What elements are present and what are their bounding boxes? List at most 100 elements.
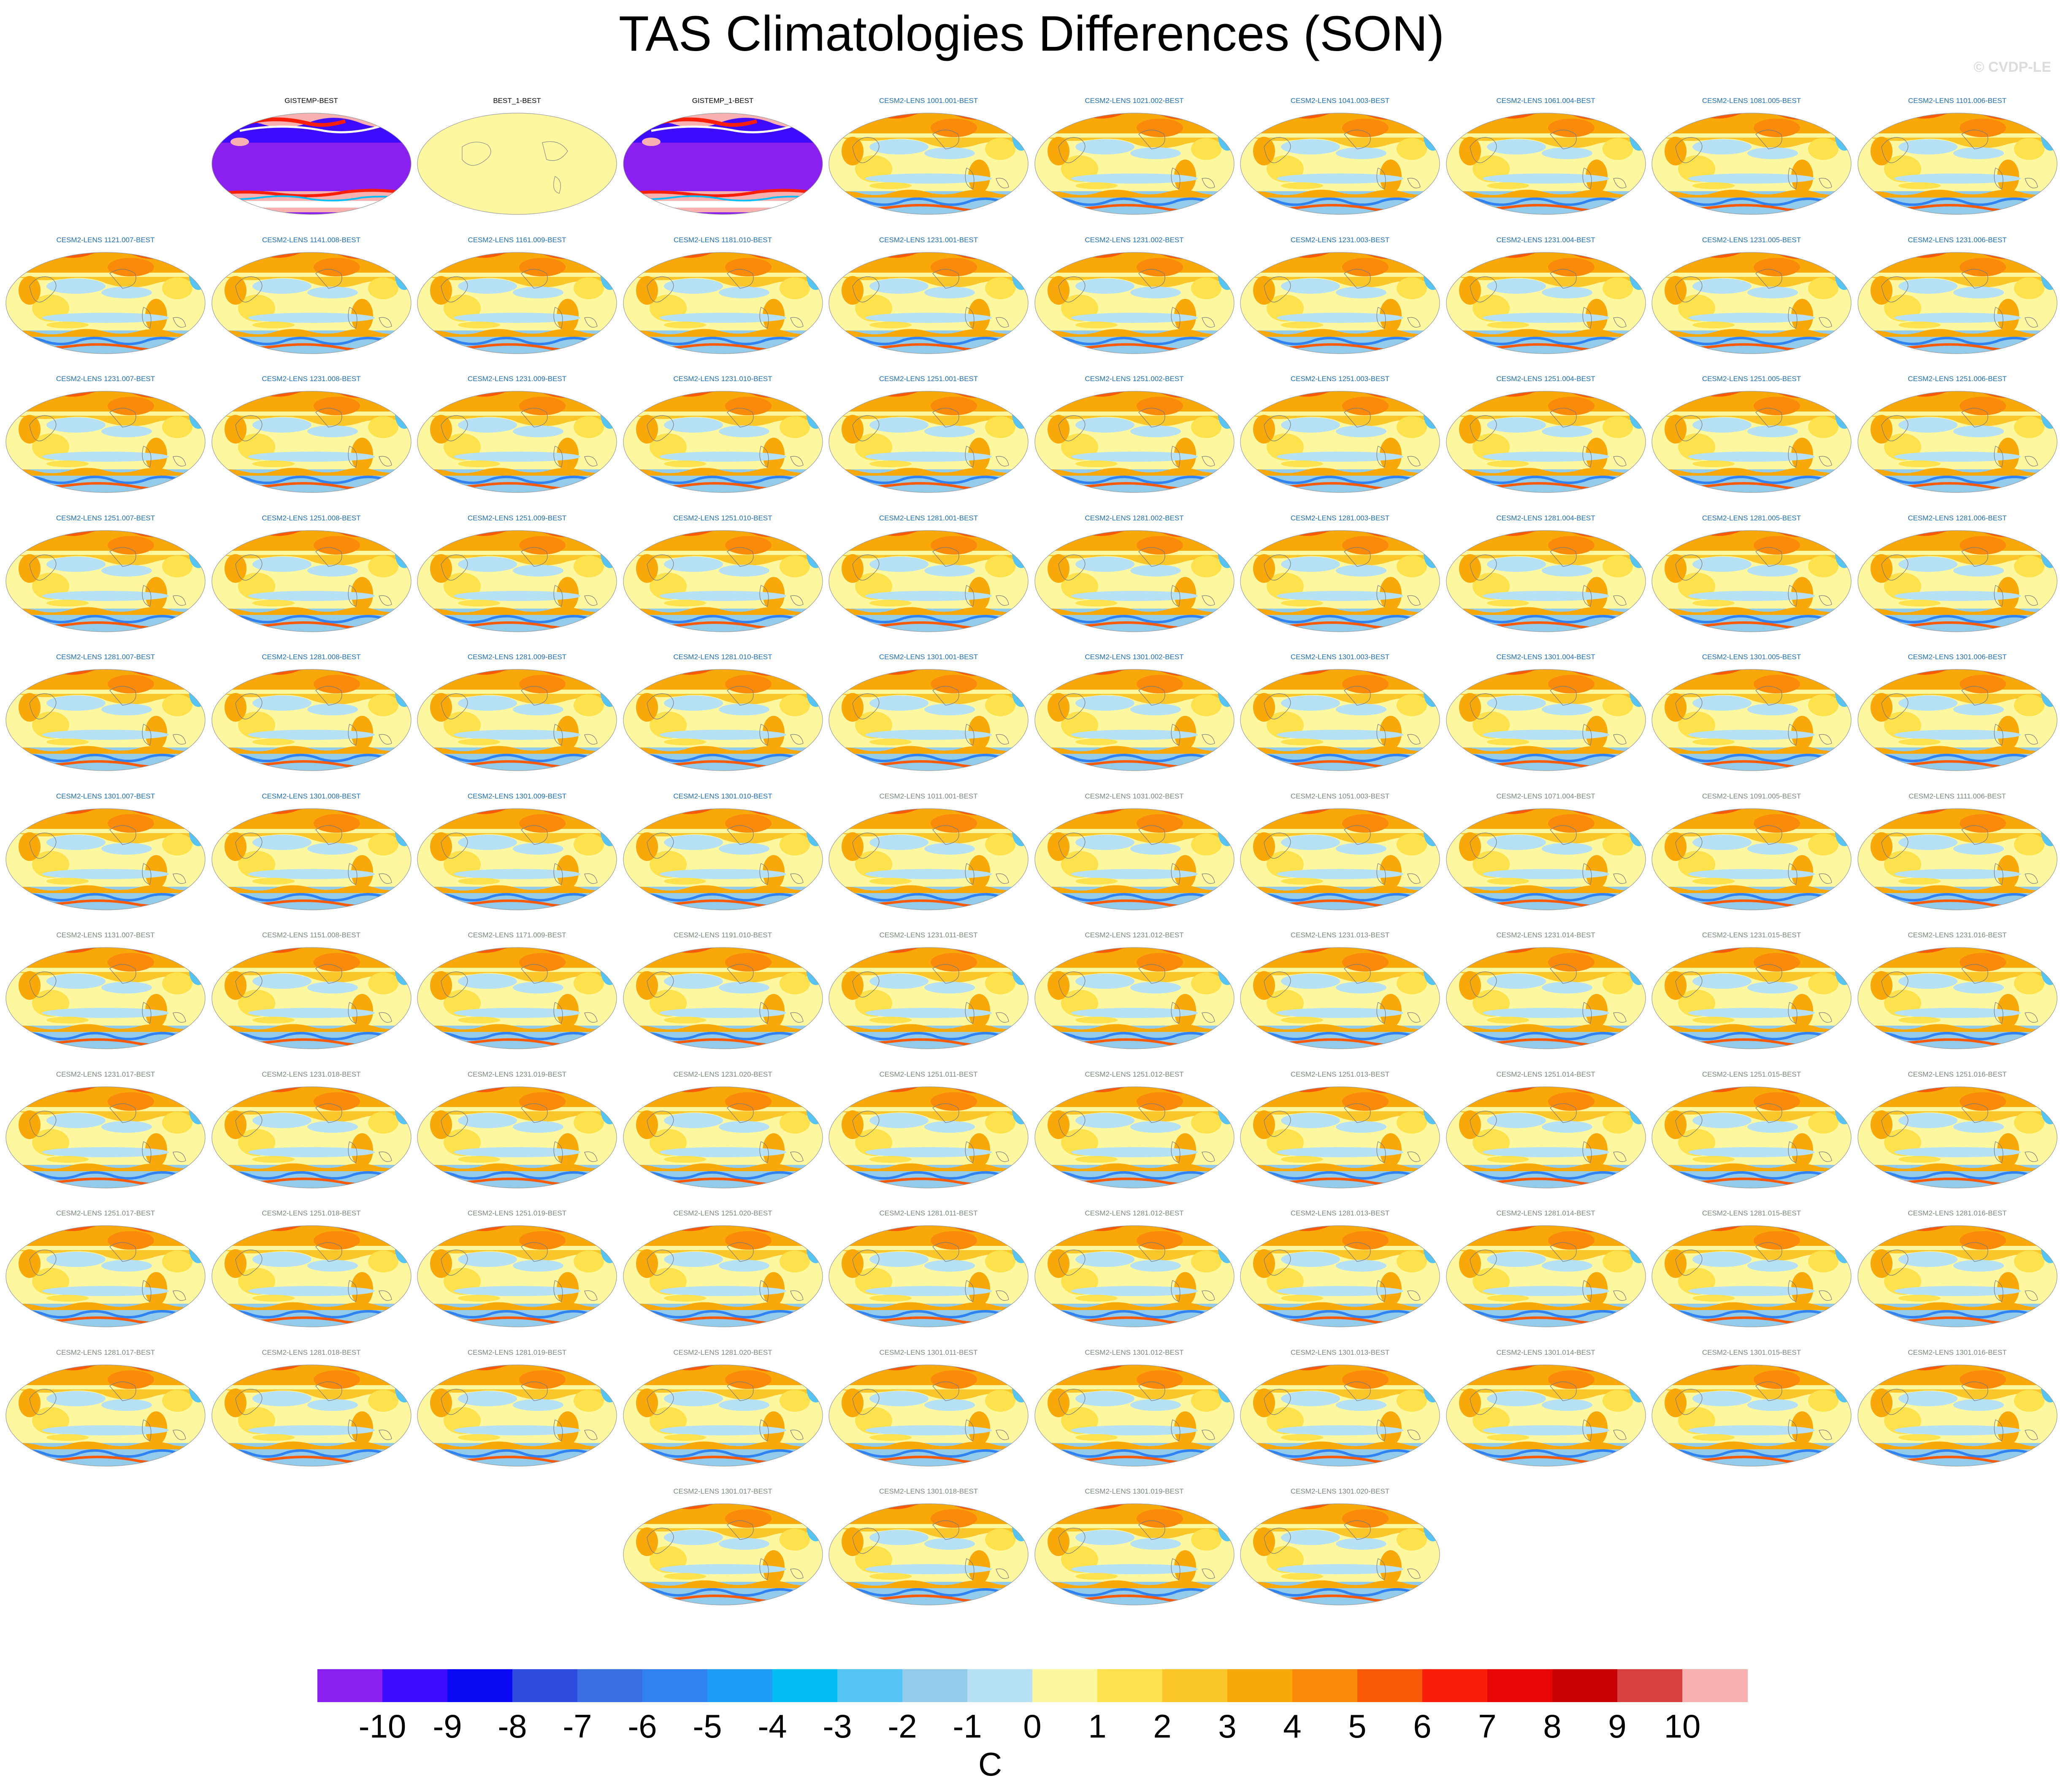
map-panel-title: CESM2-LENS 1301.017-BEST [673, 1487, 772, 1495]
map-panel-title: CESM2-LENS 1301.007-BEST [56, 792, 155, 800]
map-plot [417, 669, 617, 771]
map-panel: CESM2-LENS 1281.012-BEST [1033, 1209, 1236, 1331]
map-plot [417, 947, 617, 1049]
map-plot [211, 1364, 412, 1467]
map-panel: CESM2-LENS 1301.018-BEST [827, 1487, 1030, 1609]
map-panel: CESM2-LENS 1281.006-BEST [1856, 514, 2059, 636]
map-panel-title: CESM2-LENS 1281.008-BEST [262, 653, 361, 661]
map-panel-title: CESM2-LENS 1281.016-BEST [1908, 1209, 2007, 1217]
colorbar-tick-label: -10 [358, 1708, 406, 1745]
colorbar-box [1617, 1669, 1683, 1702]
map-panel: CESM2-LENS 1301.013-BEST [1239, 1348, 1441, 1470]
map-panel: CESM2-LENS 1001.001-BEST [827, 96, 1030, 219]
map-panel: CESM2-LENS 1281.004-BEST [1445, 514, 1647, 636]
map-panel: CESM2-LENS 1281.002-BEST [1033, 514, 1236, 636]
map-panel: CESM2-LENS 1301.011-BEST [827, 1348, 1030, 1470]
map-panel-title: CESM2-LENS 1281.002-BEST [1085, 514, 1184, 522]
map-panel-title: GISTEMP-BEST [284, 97, 338, 105]
map-panel: CESM2-LENS 1021.002-BEST [1033, 96, 1236, 219]
map-panel: CESM2-LENS 1031.002-BEST [1033, 792, 1236, 914]
map-panel-title: CESM2-LENS 1231.010-BEST [673, 375, 772, 383]
map-plot [211, 1225, 412, 1327]
map-panel: CESM2-LENS 1251.013-BEST [1239, 1070, 1441, 1192]
map-panel-title: CESM2-LENS 1121.007-BEST [56, 236, 155, 244]
map-panel-title: CESM2-LENS 1301.019-BEST [1085, 1487, 1184, 1495]
map-plot [417, 1364, 617, 1467]
map-panel-title: CESM2-LENS 1281.009-BEST [467, 653, 567, 661]
map-panel: CESM2-LENS 1141.008-BEST [210, 236, 413, 358]
map-plot [5, 252, 206, 354]
map-panel-title: CESM2-LENS 1281.011-BEST [879, 1209, 978, 1217]
map-panel-title: CESM2-LENS 1141.008-BEST [262, 236, 361, 244]
map-panel-title: CESM2-LENS 1131.007-BEST [56, 931, 155, 939]
colorbar-tick-label: -9 [433, 1708, 462, 1745]
map-plot [828, 1086, 1029, 1188]
colorbar [317, 1669, 1748, 1702]
map-plot [623, 808, 823, 910]
map-plot [1034, 391, 1235, 493]
map-plot [1240, 113, 1440, 215]
map-panel: CESM2-LENS 1301.008-BEST [210, 792, 413, 914]
map-panel: CESM2-LENS 1281.011-BEST [827, 1209, 1030, 1331]
map-panel-title: CESM2-LENS 1281.006-BEST [1908, 514, 2007, 522]
map-panel-title: CESM2-LENS 1231.017-BEST [56, 1070, 155, 1078]
map-panel-title: CESM2-LENS 1251.010-BEST [673, 514, 772, 522]
map-plot [623, 1225, 823, 1327]
map-panel: CESM2-LENS 1041.003-BEST [1239, 96, 1441, 219]
map-panel: GISTEMP-BEST [210, 96, 413, 219]
map-plot [1857, 669, 2058, 771]
map-plot [417, 113, 617, 215]
map-panel-title: CESM2-LENS 1301.006-BEST [1908, 653, 2007, 661]
colorbar-tick-label: -4 [758, 1708, 787, 1745]
map-plot [1034, 1225, 1235, 1327]
map-panel-title: CESM2-LENS 1231.015-BEST [1702, 931, 1801, 939]
colorbar-tick-label: 8 [1543, 1708, 1562, 1745]
map-plot [1240, 808, 1440, 910]
map-panel: CESM2-LENS 1231.013-BEST [1239, 931, 1441, 1053]
map-plot [828, 1225, 1029, 1327]
map-plot [211, 669, 412, 771]
map-panel-title: GISTEMP_1-BEST [692, 97, 754, 105]
map-panel: CESM2-LENS 1231.002-BEST [1033, 236, 1236, 358]
map-panel: CESM2-LENS 1231.009-BEST [416, 374, 618, 497]
map-panel-title: CESM2-LENS 1301.004-BEST [1496, 653, 1595, 661]
map-panel-title: CESM2-LENS 1231.013-BEST [1290, 931, 1390, 939]
map-panel: CESM2-LENS 1251.017-BEST [4, 1209, 207, 1331]
map-panel-title: CESM2-LENS 1301.020-BEST [1290, 1487, 1390, 1495]
map-panel: CESM2-LENS 1231.020-BEST [622, 1070, 824, 1192]
map-panel-title: CESM2-LENS 1231.019-BEST [467, 1070, 567, 1078]
map-panel-title: CESM2-LENS 1231.012-BEST [1085, 931, 1184, 939]
map-panel-title: CESM2-LENS 1251.003-BEST [1290, 375, 1390, 383]
colorbar-tick-label: 10 [1664, 1708, 1701, 1745]
colorbar-tick-label: -2 [888, 1708, 917, 1745]
colorbar-box [1227, 1669, 1293, 1702]
map-panel: CESM2-LENS 1191.010-BEST [622, 931, 824, 1053]
map-plot [1446, 669, 1646, 771]
map-panel-title: CESM2-LENS 1281.015-BEST [1702, 1209, 1801, 1217]
map-panel: CESM2-LENS 1131.007-BEST [4, 931, 207, 1053]
map-plot [1240, 1503, 1440, 1605]
map-panel: CESM2-LENS 1281.019-BEST [416, 1348, 618, 1470]
map-plot [1446, 252, 1646, 354]
map-panel-title: CESM2-LENS 1281.017-BEST [56, 1348, 155, 1356]
colorbar-units: C [978, 1746, 1002, 1783]
map-panel: CESM2-LENS 1251.011-BEST [827, 1070, 1030, 1192]
map-panel-title: CESM2-LENS 1251.013-BEST [1290, 1070, 1390, 1078]
map-plot [623, 669, 823, 771]
map-panel-title: CESM2-LENS 1181.010-BEST [673, 236, 772, 244]
map-plot [417, 391, 617, 493]
colorbar-box [512, 1669, 578, 1702]
map-panel-title: CESM2-LENS 1251.019-BEST [467, 1209, 567, 1217]
colorbar-box [1422, 1669, 1488, 1702]
map-plot [211, 808, 412, 910]
map-panel-title: CESM2-LENS 1251.001-BEST [879, 375, 978, 383]
map-panel-title: CESM2-LENS 1251.005-BEST [1702, 375, 1801, 383]
map-plot [828, 947, 1029, 1049]
colorbar-box [1552, 1669, 1618, 1702]
map-panel: CESM2-LENS 1251.016-BEST [1856, 1070, 2059, 1192]
map-plot [5, 391, 206, 493]
map-panel: CESM2-LENS 1301.007-BEST [4, 792, 207, 914]
map-plot [828, 113, 1029, 215]
map-panel: CESM2-LENS 1251.014-BEST [1445, 1070, 1647, 1192]
map-plot [1034, 947, 1235, 1049]
